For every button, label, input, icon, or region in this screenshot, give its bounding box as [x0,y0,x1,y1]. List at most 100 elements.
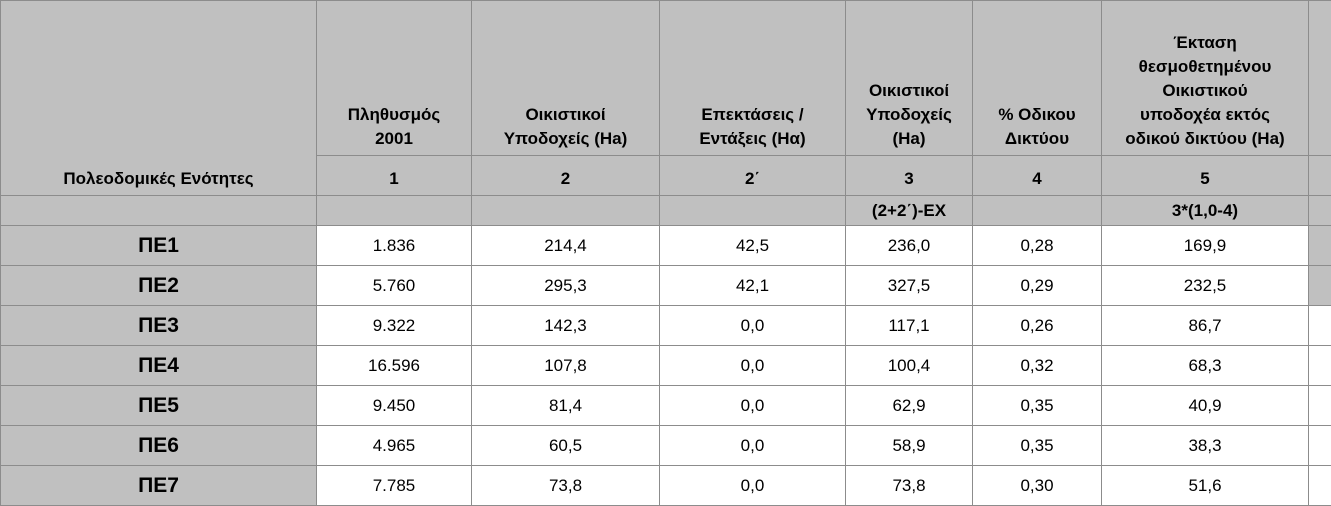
formula [317,196,472,226]
formula: (2+2΄)-ΕΧ [846,196,973,226]
header-line: Υποδοχείς (Ha) [476,127,655,151]
header-line: Υποδοχείς [850,103,968,127]
data-cell: 42,5 [660,226,846,266]
data-cell: 0,35 [973,426,1102,466]
header-line: οδικού δικτύου (Ha) [1106,127,1304,151]
cut-column-cell [1309,306,1331,346]
header-line: Έκταση [1106,31,1304,55]
data-cell: 236,0 [846,226,973,266]
data-cell: 100,4 [846,346,973,386]
data-cell: 68,3 [1102,346,1309,386]
data-cell: 81,4 [472,386,660,426]
cut-column-cell [1309,426,1331,466]
data-cell: 0,29 [973,266,1102,306]
header-line: Οικιστικοί [850,79,968,103]
data-cell: 58,9 [846,426,973,466]
column-number: 5 [1102,156,1309,196]
column-header: Επεκτάσεις /Εντάξεις (Ηα) [660,1,846,156]
data-cell: 73,8 [846,466,973,506]
header-line: (Ha) [850,127,968,151]
column-number: 2΄ [660,156,846,196]
data-cell: 0,0 [660,426,846,466]
cut-column-cell [1309,346,1331,386]
header-line: % Οδικου [977,103,1097,127]
header-line: υποδοχέα εκτός [1106,103,1304,127]
cut-column-cell [1309,196,1331,226]
data-cell: 232,5 [1102,266,1309,306]
header-line: Οικιστικοί [476,103,655,127]
row-label: ΠΕ4 [1,346,317,386]
header-line: Επεκτάσεις / [664,103,841,127]
data-cell: 0,0 [660,346,846,386]
data-cell: 295,3 [472,266,660,306]
empty-cell [1,196,317,226]
data-cell: 327,5 [846,266,973,306]
row-label: ΠΕ5 [1,386,317,426]
column-number: 4 [973,156,1102,196]
data-cell: 0,0 [660,386,846,426]
column-number: 2 [472,156,660,196]
data-cell: 9.322 [317,306,472,346]
data-cell: 7.785 [317,466,472,506]
column-number: 3 [846,156,973,196]
data-cell: 0,32 [973,346,1102,386]
data-cell: 86,7 [1102,306,1309,346]
data-cell: 0,0 [660,306,846,346]
formula-row: (2+2΄)-ΕΧ 3*(1,0-4) [1,196,1331,226]
header-line: Δικτύου [977,127,1097,151]
data-cell: 42,1 [660,266,846,306]
row-header-label: Πολεοδομικές Ενότητες [1,1,317,196]
row-label: ΠΕ7 [1,466,317,506]
formula: 3*(1,0-4) [1102,196,1309,226]
header-line: θεσμοθετημένου [1106,55,1304,79]
data-cell: 0,28 [973,226,1102,266]
data-cell: 62,9 [846,386,973,426]
column-number: 1 [317,156,472,196]
header-line: Εντάξεις (Ηα) [664,127,841,151]
data-cell: 73,8 [472,466,660,506]
data-cell: 51,6 [1102,466,1309,506]
header-line: Οικιστικού [1106,79,1304,103]
data-cell: 4.965 [317,426,472,466]
formula [660,196,846,226]
row-label: ΠΕ3 [1,306,317,346]
cut-column-cell [1309,386,1331,426]
data-cell: 38,3 [1102,426,1309,466]
data-cell: 40,9 [1102,386,1309,426]
data-cell: 0,0 [660,466,846,506]
data-cell: 5.760 [317,266,472,306]
formula [973,196,1102,226]
row-label: ΠΕ2 [1,266,317,306]
row-label: ΠΕ1 [1,226,317,266]
cut-column-cell [1309,266,1331,306]
data-cell: 107,8 [472,346,660,386]
formula [472,196,660,226]
data-cell: 0,30 [973,466,1102,506]
row-label: ΠΕ6 [1,426,317,466]
cut-column-cell [1309,156,1331,196]
header-line: Πληθυσμός [321,103,467,127]
data-cell: 16.596 [317,346,472,386]
cut-column-header [1309,1,1331,156]
data-cell: 214,4 [472,226,660,266]
data-cell: 169,9 [1102,226,1309,266]
data-cell: 142,3 [472,306,660,346]
header-line: 2001 [321,127,467,151]
data-cell: 1.836 [317,226,472,266]
data-cell: 0,26 [973,306,1102,346]
